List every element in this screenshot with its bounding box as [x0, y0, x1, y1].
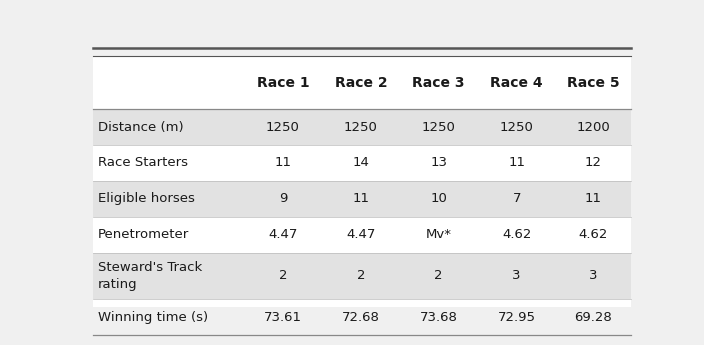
Text: 3: 3	[513, 269, 521, 282]
Text: Race 5: Race 5	[567, 76, 620, 90]
Text: 14: 14	[353, 156, 370, 169]
Text: Mv*: Mv*	[426, 228, 452, 241]
Text: Race 2: Race 2	[334, 76, 387, 90]
Text: 69.28: 69.28	[574, 310, 612, 324]
Text: Eligible horses: Eligible horses	[98, 192, 195, 205]
Bar	[94, 217, 631, 253]
Text: Race 3: Race 3	[413, 76, 465, 90]
Text: Distance (m): Distance (m)	[98, 120, 184, 134]
Text: 13: 13	[430, 156, 447, 169]
Bar	[94, 299, 631, 335]
Text: Steward's Track
rating: Steward's Track rating	[98, 261, 202, 291]
Text: 9: 9	[279, 192, 287, 205]
Text: 1250: 1250	[344, 120, 378, 134]
Text: 3: 3	[589, 269, 598, 282]
Text: 73.68: 73.68	[420, 310, 458, 324]
Text: 7: 7	[513, 192, 521, 205]
Bar	[94, 145, 631, 181]
Bar	[94, 181, 631, 217]
Text: 72.68: 72.68	[342, 310, 379, 324]
Text: 2: 2	[279, 269, 287, 282]
Text: Winning time (s): Winning time (s)	[98, 310, 208, 324]
Text: 72.95: 72.95	[498, 310, 536, 324]
Text: Penetrometer: Penetrometer	[98, 228, 189, 241]
Text: 11: 11	[352, 192, 370, 205]
Text: 10: 10	[430, 192, 447, 205]
Text: 11: 11	[508, 156, 525, 169]
Text: 1250: 1250	[422, 120, 455, 134]
Text: Race 4: Race 4	[491, 76, 543, 90]
Text: 1250: 1250	[266, 120, 300, 134]
Text: 1250: 1250	[500, 120, 534, 134]
Bar	[94, 253, 631, 299]
Text: 11: 11	[275, 156, 291, 169]
Text: 4.62: 4.62	[502, 228, 532, 241]
Text: 4.47: 4.47	[346, 228, 375, 241]
Bar	[94, 56, 631, 109]
Text: 4.47: 4.47	[268, 228, 298, 241]
Text: 12: 12	[585, 156, 602, 169]
Text: 2: 2	[434, 269, 443, 282]
Text: Race 1: Race 1	[256, 76, 309, 90]
Text: 1200: 1200	[577, 120, 610, 134]
Text: 4.62: 4.62	[579, 228, 608, 241]
Text: 11: 11	[585, 192, 602, 205]
Bar	[94, 109, 631, 145]
Text: 2: 2	[356, 269, 365, 282]
Text: 73.61: 73.61	[264, 310, 302, 324]
Text: Race Starters: Race Starters	[98, 156, 188, 169]
